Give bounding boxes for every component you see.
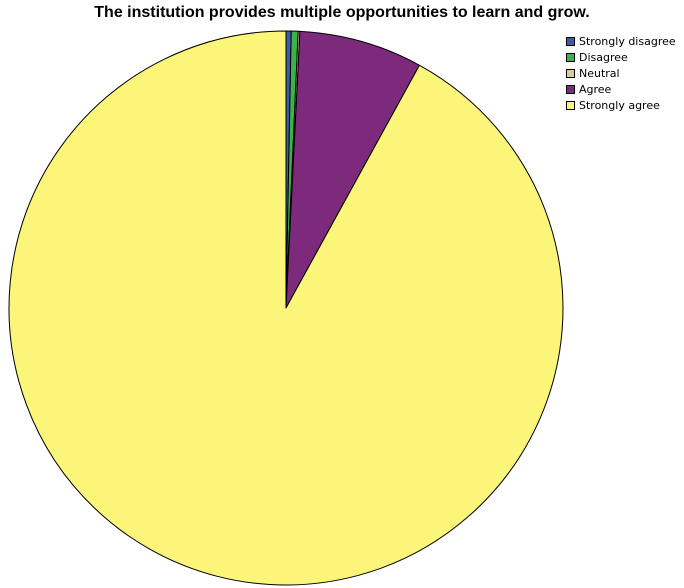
legend-label: Agree [579,82,612,96]
legend: Strongly disagree Disagree Neutral Agree Str… [566,33,676,113]
pie-slices [8,30,564,586]
pie-slice-strongly-agree [8,30,564,586]
legend-label: Disagree [579,50,628,64]
legend-swatch [566,36,575,46]
legend-item: Strongly disagree [566,33,676,49]
legend-swatch [566,100,575,110]
legend-swatch [566,84,575,94]
legend-swatch [566,68,575,78]
legend-item: Disagree [566,49,676,65]
legend-label: Strongly agree [579,98,660,112]
pie-slice-agree [285,30,420,309]
chart-title: The institution provides multiple opport… [94,4,590,21]
legend-item: Strongly agree [566,97,676,113]
legend-label: Neutral [579,66,620,80]
legend-label: Strongly disagree [579,34,676,48]
legend-item: Neutral [566,65,676,81]
legend-swatch [566,52,575,62]
legend-item: Agree [566,81,676,97]
